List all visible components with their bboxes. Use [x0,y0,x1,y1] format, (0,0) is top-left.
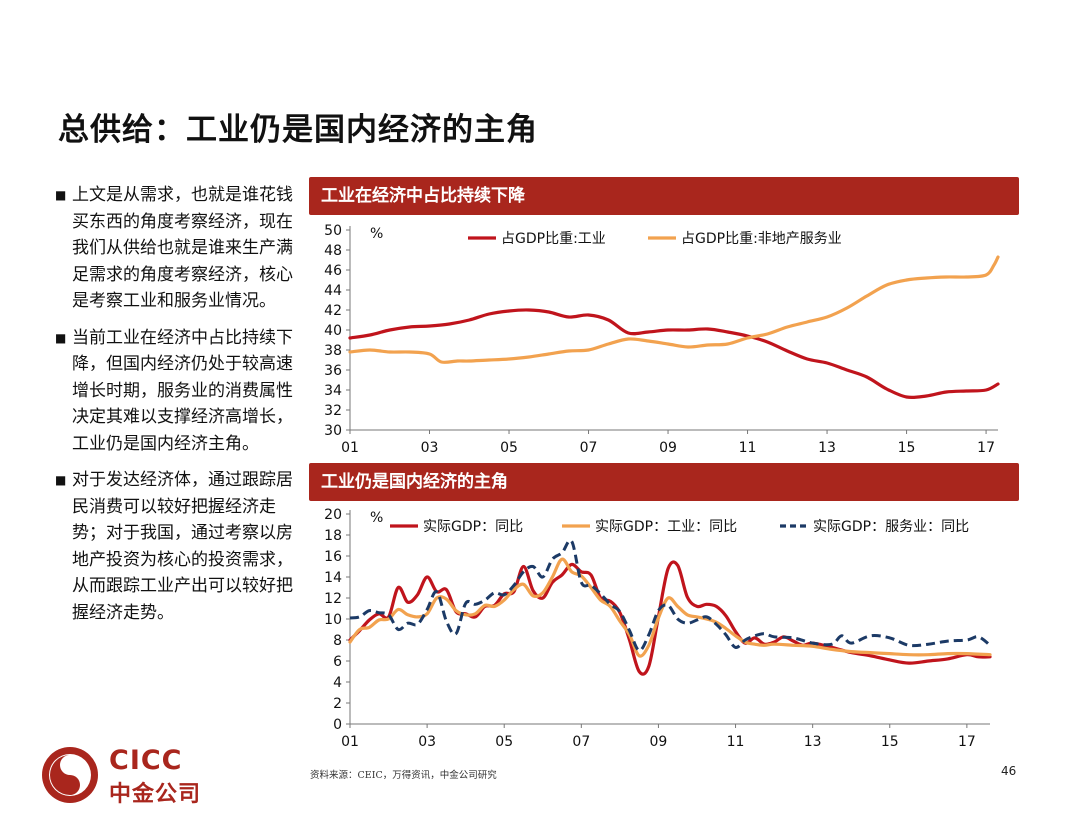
y-tick-label: 2 [333,696,342,712]
series-line-0 [348,308,1000,400]
y-tick-label: 18 [324,528,342,544]
y-tick-label: 10 [324,612,342,628]
y-tick-label: 36 [324,363,342,379]
bullet-item: ■ 上文是从需求，也就是谁花钱买东西的角度考察经济，现在我们从供给也就是谁来生产… [55,182,295,315]
y-tick-label: 0 [333,717,342,733]
chart-1-title-band: 工业在经济中占比持续下降 [309,177,1019,215]
cicc-logo-icon [42,747,98,803]
bullet-item: ■ 对于发达经济体，通过跟踪居民消费可以较好把握经济走势；对于我国，通过考察以房… [55,467,295,626]
bullet-item: ■ 当前工业在经济中占比持续下降，但国内经济仍处于较高速增长时期，服务业的消费属… [55,325,295,458]
y-tick-label: 42 [324,303,342,319]
page-title: 总供给：工业仍是国内经济的主角 [58,112,538,148]
series-line-2 [349,538,991,652]
x-tick-label: 05 [500,440,518,456]
x-tick-label: 03 [421,440,439,456]
x-tick-label: 15 [898,440,916,456]
y-tick-label: 14 [324,570,342,586]
legend-label: 实际GDP：同比 [423,519,523,535]
y-tick-label: 12 [324,591,342,607]
x-tick-label: 11 [727,734,745,750]
y-unit-label: % [370,510,383,526]
x-tick-label: 09 [659,440,677,456]
x-tick-label: 17 [958,734,976,750]
chart-1: 30 32 34 36 38 40 42 44 46 48 50 01 03 05 07 09 11 13 15 17… [324,223,1000,456]
source-note: 资料来源：CEIC，万得资讯，中金公司研究 [310,770,497,781]
legend-label: 占GDP比重:工业 [501,231,606,247]
chart-legend: 占GDP比重:工业 占GDP比重:非地产服务业 [468,231,842,247]
x-tick-label: 05 [495,734,513,750]
bullet-square-icon: ■ [55,330,67,345]
chart-2: 0 2 4 6 8 10 12 14 16 18 20 01 03 05 07 09 11 13 15 17% 实际GD… [324,507,992,750]
bullet-text: 对于发达经济体，通过跟踪居民消费可以较好把握经济走势；对于我国，通过考察以房地产… [72,470,293,623]
x-tick-label: 11 [739,440,757,456]
page-number: 46 [1001,764,1017,778]
bullet-list: ■ 上文是从需求，也就是谁花钱买东西的角度考察经济，现在我们从供给也就是谁来生产… [55,182,295,636]
y-tick-label: 50 [324,223,342,239]
y-tick-label: 46 [324,263,342,279]
chart-plot-area: 30 32 34 36 38 40 42 44 46 48 50 01 03 05 07 09 11 13 15 17… [324,223,1000,456]
x-tick-label: 07 [572,734,590,750]
series-line-1 [348,255,1000,364]
legend-label: 实际GDP：工业：同比 [595,519,737,535]
y-tick-label: 20 [324,507,342,523]
x-tick-label: 17 [977,440,995,456]
x-tick-label: 03 [418,734,436,750]
chart-plot-area: 0 2 4 6 8 10 12 14 16 18 20 01 03 05 07 09 11 13 15 17% [324,507,992,750]
legend-label: 实际GDP：服务业：同比 [813,519,969,535]
x-tick-label: 01 [341,734,359,750]
chart-2-title-band: 工业仍是国内经济的主角 [309,463,1019,501]
y-tick-label: 34 [324,383,342,399]
series-line-1 [348,557,992,658]
chart-legend: 实际GDP：同比 实际GDP：工业：同比 实际GDP：服务业：同比 [390,519,969,535]
x-tick-label: 07 [580,440,598,456]
y-tick-label: 32 [324,403,342,419]
y-tick-label: 30 [324,423,342,439]
logo-text-en: CICC [109,745,183,776]
y-tick-label: 4 [333,675,342,691]
y-tick-label: 40 [324,323,342,339]
x-tick-label: 01 [341,440,359,456]
y-tick-label: 38 [324,343,342,359]
y-tick-label: 8 [333,633,342,649]
bullet-square-icon: ■ [55,473,67,487]
legend-label: 占GDP比重:非地产服务业 [681,231,842,247]
x-tick-label: 13 [804,734,822,750]
y-tick-label: 44 [324,283,342,299]
x-tick-label: 13 [818,440,836,456]
x-tick-label: 09 [650,734,668,750]
y-unit-label: % [370,226,383,242]
bullet-square-icon: ■ [55,188,67,202]
y-tick-label: 16 [324,549,342,565]
bullet-text: 上文是从需求，也就是谁花钱买东西的角度考察经济，现在我们从供给也就是谁来生产满足… [72,185,293,311]
y-tick-label: 48 [324,243,342,259]
cicc-logo: CICC 中金公司 [40,745,210,807]
y-tick-label: 6 [333,654,342,670]
logo-text-cn: 中金公司 [109,782,202,807]
bullet-text: 当前工业在经济中占比持续下降，但国内经济仍处于较高速增长时期，服务业的消费属性决… [72,327,293,454]
x-tick-label: 15 [881,734,899,750]
